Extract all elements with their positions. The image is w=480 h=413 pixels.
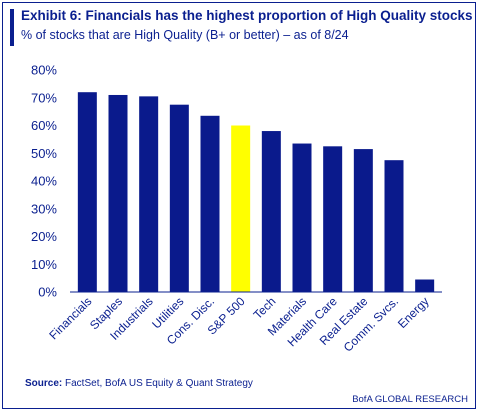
bar-utilities <box>169 104 189 292</box>
y-tick-label: 20% <box>31 229 57 244</box>
y-tick-label: 10% <box>31 257 57 272</box>
bar-cons-disc <box>200 115 220 292</box>
bar-industrials <box>139 96 159 292</box>
title-accent-bar <box>10 9 14 46</box>
bar-staples <box>108 94 128 292</box>
bar-s-p-500 <box>231 125 251 292</box>
x-tick-label: Financials <box>46 294 94 342</box>
bar-tech <box>261 131 281 292</box>
bar-real-estate <box>353 149 373 292</box>
bar-health-care <box>323 146 343 292</box>
source-label: Source: <box>25 378 63 389</box>
y-tick-label: 80% <box>31 63 57 78</box>
y-tick-label: 70% <box>31 90 57 105</box>
y-tick-label: 40% <box>31 174 57 189</box>
bar-financials <box>77 92 97 292</box>
bars <box>77 92 435 292</box>
chart-subtitle: % of stocks that are High Quality (B+ or… <box>21 28 349 42</box>
y-tick-label: 30% <box>31 201 57 216</box>
bar-energy <box>415 279 435 292</box>
bar-materials <box>292 143 312 292</box>
source-note: Source: FactSet, BofA US Equity & Quant … <box>25 378 253 389</box>
source-text: FactSet, BofA US Equity & Quant Strategy <box>62 378 253 389</box>
chart-title: Exhibit 6: Financials has the highest pr… <box>21 8 473 23</box>
y-tick-label: 50% <box>31 146 57 161</box>
y-tick-label: 60% <box>31 118 57 133</box>
brand-label: BofA GLOBAL RESEARCH <box>352 394 468 405</box>
bar-comm-svcs <box>384 160 404 292</box>
y-axis-ticks: 0% 10% 20% 30% 40% 50% 60% 70% 80% <box>31 63 57 300</box>
y-tick-label: 0% <box>38 285 57 300</box>
x-axis-labels: FinancialsStaplesIndustrialsUtilitiesCon… <box>46 294 431 355</box>
x-tick-label: Energy <box>395 294 432 331</box>
